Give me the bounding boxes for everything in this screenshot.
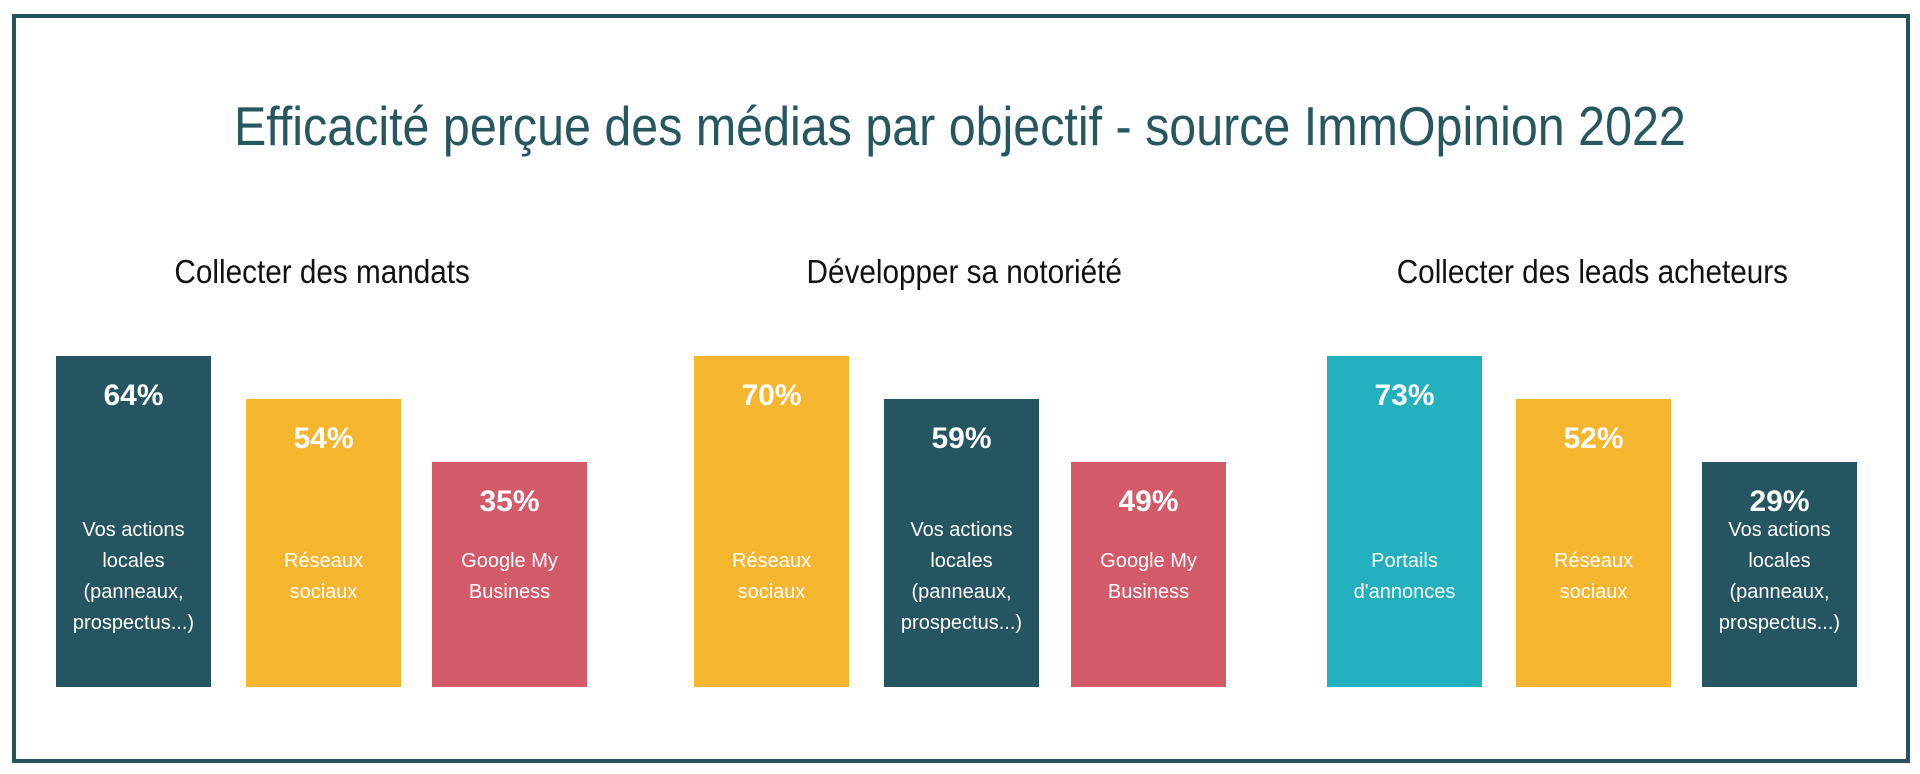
label-line: prospectus...) [72, 612, 195, 634]
label-line: (panneaux, [911, 581, 1012, 603]
bar-category-label: Google My Business [1071, 546, 1226, 608]
bar: 73% Portails d'annonces [1327, 356, 1482, 687]
bar-category-label: Réseaux sociaux [246, 546, 401, 608]
bar-category-label: Réseaux sociaux [1516, 546, 1671, 608]
bar-value-label: 54% [293, 422, 354, 455]
bar-value-label: 64% [103, 379, 164, 412]
bar: 52% Réseaux sociaux [1516, 399, 1671, 687]
bar-category-label: Vos actions locales (panneaux, prospectus..… [56, 515, 211, 639]
label-line: (panneaux, [83, 581, 184, 603]
label-line: Portails [1371, 550, 1438, 572]
label-line: Google My [1100, 550, 1197, 572]
group-title: Collecter des leads acheteurs [1396, 253, 1788, 290]
chart-frame [12, 14, 1910, 763]
bar-value-label: 49% [1118, 485, 1179, 518]
bar-value-label: 35% [479, 485, 540, 518]
bar: 64% Vos actions locales (panneaux, prospectu… [56, 356, 211, 687]
bar-category-label: Portails d'annonces [1327, 546, 1482, 608]
bar: 49% Google My Business [1071, 462, 1226, 687]
group-title: Collecter des mandats [174, 253, 470, 290]
bar-value-label: 52% [1563, 422, 1624, 455]
chart-title: Efficacité perçue des médias par objecti… [234, 95, 1686, 157]
label-line: (panneaux, [1729, 581, 1830, 603]
bar-category-label: Google My Business [432, 546, 587, 608]
bar: 35% Google My Business [432, 462, 587, 687]
label-line: Réseaux [732, 550, 811, 572]
label-line: d'annonces [1353, 581, 1456, 603]
label-line: locales [930, 550, 993, 572]
label-line: Vos actions [1728, 519, 1831, 541]
label-line: Business [468, 581, 551, 603]
label-line: Google My [461, 550, 558, 572]
bar-value-label: 29% [1749, 485, 1810, 518]
label-line: prospectus...) [900, 612, 1023, 634]
bar: 29% Vos actions locales (panneaux, prospectu… [1702, 462, 1857, 687]
label-line: Réseaux [284, 550, 363, 572]
bar-value-label: 73% [1374, 379, 1435, 412]
bar-value-label: 59% [931, 422, 992, 455]
bar: 59% Vos actions locales (panneaux, prospectu… [884, 399, 1039, 687]
label-line: prospectus...) [1718, 612, 1841, 634]
label-line: locales [1748, 550, 1811, 572]
label-line: Business [1107, 581, 1190, 603]
label-line: sociaux [289, 581, 358, 603]
label-line: sociaux [1559, 581, 1628, 603]
bar: 70% Réseaux sociaux [694, 356, 849, 687]
bar-category-label: Réseaux sociaux [694, 546, 849, 608]
group-title: Développer sa notoriété [806, 253, 1122, 290]
bar: 54% Réseaux sociaux [246, 399, 401, 687]
bar-category-label: Vos actions locales (panneaux, prospectus..… [1702, 515, 1857, 639]
bar-category-label: Vos actions locales (panneaux, prospectus..… [884, 515, 1039, 639]
label-line: sociaux [737, 581, 806, 603]
bar-value-label: 70% [741, 379, 802, 412]
label-line: Vos actions [910, 519, 1013, 541]
label-line: Réseaux [1554, 550, 1633, 572]
label-line: Vos actions [82, 519, 185, 541]
label-line: locales [102, 550, 165, 572]
